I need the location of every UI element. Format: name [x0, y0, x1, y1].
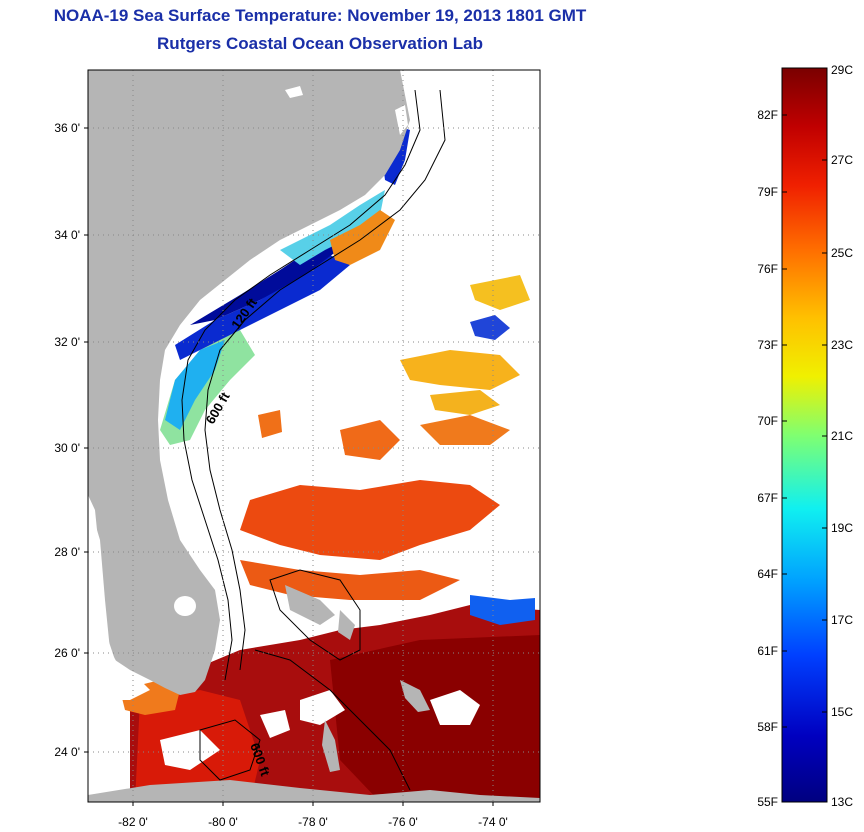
shelf-water-blue [175, 255, 350, 360]
cloud-gap-3 [160, 730, 220, 770]
lat-tick-28: 28 0' [54, 545, 80, 559]
lat-tick-36: 36 0' [54, 121, 80, 135]
contour-bahamas-2 [254, 649, 411, 791]
orange-patch-3 [340, 420, 400, 460]
cold-patch-east [470, 595, 535, 625]
colorbar-f-82: 82F [757, 108, 778, 122]
lon-tick-74: -74 0' [478, 815, 508, 829]
contour-600ft [204, 89, 446, 671]
shelf-water-cyan [165, 340, 225, 430]
colorbar-f-70: 70F [757, 414, 778, 428]
graticule [88, 70, 540, 802]
colorbar-f-64: 64F [757, 567, 778, 581]
amber-patch-1 [400, 350, 520, 390]
orange-patch-5 [258, 410, 282, 438]
map-subtitle: Rutgers Coastal Ocean Observation Lab [157, 34, 483, 53]
contour-bahamas [269, 569, 361, 661]
lat-tick-32: 32 0' [54, 335, 80, 349]
colorbar-c-27: 27C [831, 153, 853, 167]
bahamas-island-2 [338, 610, 355, 640]
colorbar-f-61: 61F [757, 644, 778, 658]
shelf-water-green [280, 190, 385, 265]
colorbar-c-21: 21C [831, 429, 853, 443]
colorbar-f-73: 73F [757, 338, 778, 352]
amber-patch-3 [430, 390, 500, 415]
lat-tick-34: 34 0' [54, 228, 80, 242]
cloud-gap-2 [430, 690, 480, 725]
amber-patch-2 [470, 275, 530, 310]
lon-tick-80: -80 0' [208, 815, 238, 829]
lon-tick-76: -76 0' [388, 815, 418, 829]
hot-water-east [330, 635, 540, 802]
colorbar-c-13: 13C [831, 795, 853, 809]
blue-patch-offshore [470, 315, 510, 340]
lon-tick-82: -82 0' [118, 815, 148, 829]
orange-patch-4 [420, 415, 510, 445]
colorbar-f-79: 79F [757, 185, 778, 199]
bahamas-island-1 [285, 585, 335, 625]
pamlico-sound [395, 105, 408, 135]
map-title: NOAA-19 Sea Surface Temperature: Novembe… [53, 6, 587, 25]
colorbar-c-29: 29C [831, 63, 853, 77]
bahamas-island-3 [322, 720, 340, 772]
lat-tick-24: 24 0' [54, 745, 80, 759]
colorbar-f-67: 67F [757, 491, 778, 505]
inland-lake [285, 86, 303, 98]
colorbar-f-76: 76F [757, 262, 778, 276]
contour-120ft [181, 89, 421, 681]
map-frame [87, 69, 541, 803]
colorbar [781, 67, 828, 803]
colorbar-c-15: 15C [831, 705, 853, 719]
gulf-water [88, 500, 150, 700]
land-mass-us [88, 70, 410, 695]
colorbar-c-19: 19C [831, 521, 853, 535]
lon-tick-78: -78 0' [298, 815, 328, 829]
colorbar-f-55: 55F [757, 795, 778, 809]
land-mass-cuba [88, 780, 540, 802]
shelf-water-warm [330, 210, 395, 265]
lake-okeechobee [174, 596, 196, 616]
cloud-gap-4 [260, 710, 290, 738]
contour-south [199, 719, 261, 781]
colorbar-c-23: 23C [831, 338, 853, 352]
colorbar-c-25: 25C [831, 246, 853, 260]
cloud-gap-1 [300, 690, 345, 725]
lat-tick-26: 26 0' [54, 646, 80, 660]
lat-tick-30: 30 0' [54, 441, 80, 455]
orange-patch-1 [240, 480, 500, 560]
colorbar-f-58: 58F [757, 720, 778, 734]
bahamas-island-4 [400, 680, 430, 712]
colorbar-c-17: 17C [831, 613, 853, 627]
